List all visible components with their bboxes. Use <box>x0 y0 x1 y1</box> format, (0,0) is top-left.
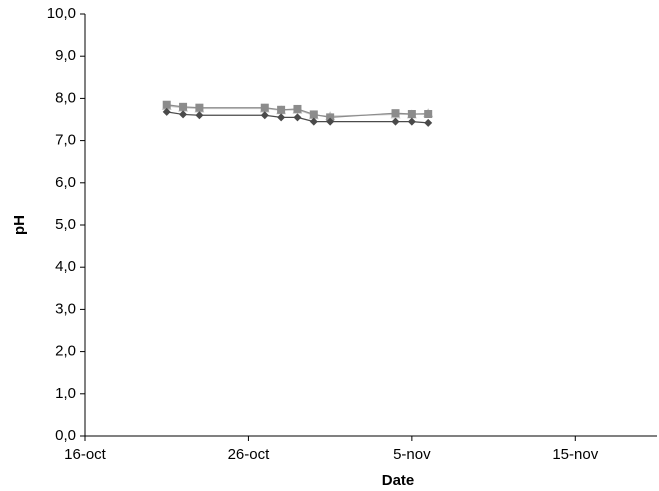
x-tick-label: 5-nov <box>393 446 431 463</box>
x-tick-label: 26-oct <box>228 446 271 463</box>
y-tick-label: 2,0 <box>55 343 76 360</box>
marker <box>260 103 269 112</box>
marker <box>309 110 318 119</box>
marker <box>293 104 302 113</box>
marker <box>260 111 269 120</box>
y-tick-label: 5,0 <box>55 216 76 233</box>
y-tick-label: 9,0 <box>55 47 76 64</box>
marker <box>179 110 188 119</box>
marker <box>195 111 204 120</box>
marker <box>162 100 171 109</box>
marker <box>277 113 286 122</box>
marker <box>391 109 400 118</box>
marker <box>179 102 188 111</box>
marker <box>326 113 335 122</box>
x-axis-title: Date <box>382 472 415 489</box>
y-axis-title: pH <box>11 215 28 235</box>
marker <box>195 103 204 112</box>
y-tick-label: 7,0 <box>55 132 76 149</box>
marker <box>407 110 416 119</box>
y-tick-label: 3,0 <box>55 300 76 317</box>
marker <box>424 118 433 127</box>
marker <box>309 117 318 126</box>
marker <box>424 110 433 119</box>
y-tick-label: 4,0 <box>55 258 76 275</box>
y-tick-label: 10,0 <box>47 5 76 22</box>
marker <box>293 113 302 122</box>
y-tick-label: 6,0 <box>55 174 76 191</box>
marker <box>326 117 335 126</box>
marker <box>391 117 400 126</box>
marker <box>407 117 416 126</box>
x-tick-label: 15-nov <box>552 446 598 463</box>
x-tick-label: 16-oct <box>64 446 107 463</box>
y-tick-label: 1,0 <box>55 385 76 402</box>
y-tick-label: 8,0 <box>55 89 76 106</box>
marker <box>277 105 286 114</box>
marker <box>162 107 171 116</box>
y-tick-label: 0,0 <box>55 427 76 444</box>
